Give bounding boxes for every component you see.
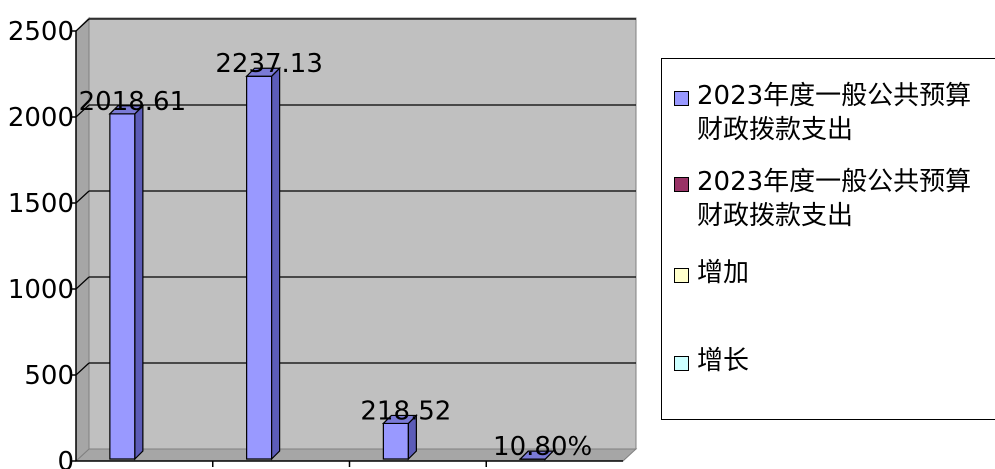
legend-item-1: 2023年度一般公共预算财政拨款支出 — [674, 79, 989, 147]
gridline-side — [75, 190, 90, 204]
legend-swatch-4 — [674, 356, 689, 371]
bar-top — [381, 414, 418, 425]
y-axis-ticks: 0 500 1000 1500 2000 2500 — [8, 17, 623, 469]
legend-swatch-3 — [674, 268, 689, 283]
data-label: 218.52 — [360, 396, 451, 426]
bar — [518, 449, 555, 461]
gridline-side — [75, 362, 90, 376]
bar-top — [245, 67, 282, 77]
bar — [245, 66, 282, 461]
y-tick-label: 2000 — [8, 103, 74, 133]
bar-top — [518, 450, 555, 460]
legend-item-4: 增长 — [674, 344, 989, 378]
bar-top — [108, 105, 145, 115]
legend-swatch-2 — [674, 177, 689, 192]
bar-side — [134, 104, 144, 461]
legend: 2023年度一般公共预算财政拨款支出 2023年度一般公共预算财政拨款支出 增加… — [661, 58, 995, 420]
bar-side — [271, 66, 281, 461]
legend-label-3: 增加 — [697, 258, 750, 288]
legend-swatch-1 — [674, 91, 689, 106]
data-label: 2237.13 — [215, 49, 323, 79]
gridlines — [75, 18, 636, 376]
data-label: 10.80% — [493, 432, 592, 462]
bar-front — [246, 75, 273, 460]
legend-label-2: 2023年度一般公共预算财政拨款支出 — [697, 167, 972, 231]
y-tick-label: 500 — [24, 361, 74, 391]
plot-side-wall — [75, 16, 90, 463]
gridline-side — [75, 18, 90, 32]
y-tick-label: 1500 — [8, 189, 74, 219]
legend-label-1: 2023年度一般公共预算财政拨款支出 — [697, 81, 972, 145]
bar — [381, 413, 418, 461]
legend-item-3: 增加 — [674, 256, 989, 290]
bar-front — [109, 113, 136, 460]
y-tick-label: 2500 — [8, 17, 74, 47]
y-tick-label: 1000 — [8, 275, 74, 305]
bars — [108, 66, 555, 461]
bar — [108, 104, 145, 461]
gridline-side — [75, 104, 90, 118]
data-label: 2018.61 — [79, 87, 187, 117]
legend-item-2: 2023年度一般公共预算财政拨款支出 — [674, 165, 989, 233]
plot-back-wall — [88, 17, 637, 450]
gridline-side — [75, 276, 90, 290]
legend-label-4: 增长 — [697, 346, 750, 376]
bar-front — [382, 422, 409, 460]
y-tick-label: 0 — [57, 447, 74, 469]
data-labels: 2018.61 2237.13 218.52 10.80% — [79, 49, 593, 462]
